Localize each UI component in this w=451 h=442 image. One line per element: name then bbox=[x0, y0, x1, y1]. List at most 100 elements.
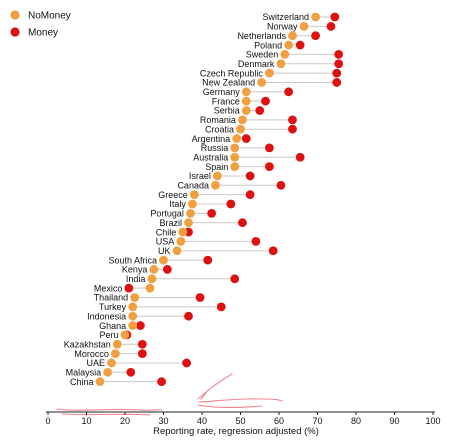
money-point bbox=[226, 199, 236, 209]
country-label: UAE bbox=[87, 358, 106, 368]
row-croatia: Croatia bbox=[205, 124, 297, 134]
money-point bbox=[245, 190, 255, 200]
money-point bbox=[137, 339, 147, 349]
country-label: Australia bbox=[193, 152, 228, 162]
row-turkey: Turkey bbox=[99, 302, 226, 312]
nomoney-point bbox=[299, 21, 309, 31]
money-point bbox=[295, 152, 305, 162]
row-france: France bbox=[212, 96, 270, 106]
nomoney-point bbox=[187, 199, 197, 209]
nomoney-point bbox=[149, 265, 159, 274]
country-label: Netherlands bbox=[237, 31, 286, 41]
row-canada: Canada bbox=[177, 180, 286, 191]
nomoney-point bbox=[120, 330, 130, 340]
x-tick-label: 60 bbox=[274, 416, 284, 426]
nomoney-point bbox=[241, 106, 251, 115]
nomoney-point bbox=[311, 12, 320, 22]
row-south-africa: South Africa bbox=[108, 255, 213, 265]
country-label: Greece bbox=[158, 190, 188, 200]
money-point bbox=[136, 321, 145, 330]
country-label: Sweden bbox=[246, 50, 279, 60]
country-label: Kazakhstan bbox=[64, 339, 111, 349]
row-indonesia: Indonesia bbox=[87, 311, 193, 321]
nomoney-point bbox=[230, 162, 240, 172]
country-label: Czech Republic bbox=[200, 68, 264, 78]
row-italy: Italy bbox=[169, 199, 236, 209]
money-point bbox=[230, 274, 240, 284]
nomoney-point bbox=[159, 255, 168, 265]
country-label: Turkey bbox=[99, 302, 127, 312]
row-israel: Israel bbox=[189, 171, 255, 181]
country-label: Peru bbox=[99, 330, 118, 340]
nomoney-point bbox=[110, 349, 120, 358]
country-label: Serbia bbox=[214, 106, 240, 116]
row-netherlands: Netherlands bbox=[237, 31, 320, 41]
money-point bbox=[284, 87, 294, 97]
money-point bbox=[334, 50, 344, 59]
nomoney-point bbox=[186, 208, 195, 218]
nomoney-point bbox=[241, 87, 251, 97]
money-point bbox=[311, 31, 320, 41]
row-kenya: Kenya bbox=[122, 265, 172, 275]
x-axis: 0 10 20 30 40 50 60 70 80 90 100 bbox=[45, 411, 441, 426]
legend-marker-nomoney bbox=[10, 10, 20, 20]
nomoney-point bbox=[107, 358, 116, 368]
x-tick-label: 90 bbox=[389, 416, 399, 426]
country-label: New Zealand bbox=[202, 78, 255, 88]
nomoney-point bbox=[189, 190, 199, 200]
nomoney-point bbox=[128, 321, 138, 330]
money-point bbox=[330, 12, 340, 22]
nomoney-point bbox=[257, 78, 267, 87]
row-china: China bbox=[70, 377, 166, 387]
row-peru: Peru bbox=[99, 330, 132, 340]
x-axis-label: Reporting rate, regression adjusted (%) bbox=[153, 426, 319, 437]
row-serbia: Serbia bbox=[214, 106, 265, 116]
row-uae: UAE bbox=[87, 358, 192, 368]
annotation-stroke bbox=[198, 398, 283, 403]
row-ghana: Ghana bbox=[99, 321, 145, 331]
annotation-stroke bbox=[61, 413, 151, 416]
row-india: India bbox=[126, 274, 240, 284]
x-tick-label: 0 bbox=[45, 416, 50, 426]
country-rows: SwitzerlandNorwayNetherlandsPolandSweden… bbox=[64, 12, 344, 387]
money-point bbox=[162, 265, 172, 274]
nomoney-point bbox=[213, 171, 222, 181]
money-point bbox=[288, 115, 297, 125]
x-tick-label: 70 bbox=[312, 416, 322, 426]
row-spain: Spain bbox=[205, 162, 274, 172]
money-point bbox=[126, 367, 136, 377]
x-tick-label: 100 bbox=[425, 416, 440, 426]
country-label: India bbox=[126, 274, 146, 284]
nomoney-point bbox=[236, 124, 245, 134]
nomoney-point bbox=[288, 31, 297, 41]
nomoney-point bbox=[176, 237, 186, 246]
money-point bbox=[238, 218, 247, 228]
country-label: Spain bbox=[205, 162, 228, 172]
nomoney-point bbox=[128, 302, 138, 312]
nomoney-point bbox=[230, 143, 240, 153]
money-point bbox=[326, 21, 336, 31]
annotation-stroke bbox=[197, 404, 263, 408]
country-label: Norway bbox=[267, 22, 298, 32]
money-point bbox=[124, 283, 134, 293]
row-russia: Russia bbox=[201, 143, 274, 153]
row-sweden: Sweden bbox=[246, 50, 344, 60]
country-label: Poland bbox=[254, 40, 282, 50]
money-point bbox=[276, 180, 286, 190]
row-greece: Greece bbox=[158, 190, 255, 200]
nomoney-point bbox=[241, 96, 251, 106]
row-australia: Australia bbox=[193, 152, 305, 162]
legend-label-money: Money bbox=[28, 28, 58, 39]
nomoney-point bbox=[276, 59, 286, 69]
money-point bbox=[195, 293, 205, 302]
money-point bbox=[137, 349, 147, 358]
x-tick-label: 40 bbox=[197, 416, 207, 426]
annotation-stroke bbox=[197, 373, 233, 400]
country-label: Portugal bbox=[150, 209, 184, 219]
country-label: China bbox=[70, 377, 94, 387]
nomoney-point bbox=[112, 339, 122, 349]
annotation-stroke bbox=[56, 408, 163, 411]
legend-marker-money bbox=[10, 27, 20, 37]
x-tick-label: 10 bbox=[81, 416, 91, 426]
